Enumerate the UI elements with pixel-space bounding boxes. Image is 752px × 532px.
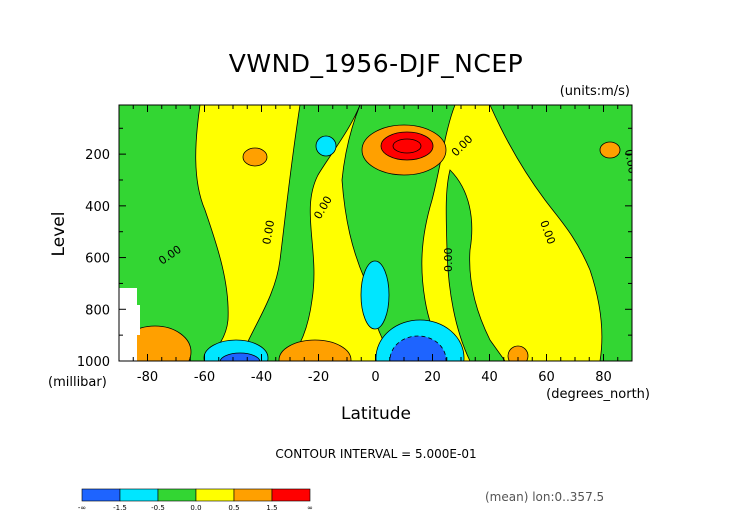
y-unit-note: (millibar) [48, 375, 107, 390]
y-tick-label: 1000 [77, 355, 110, 370]
contour-interval-note: CONTOUR INTERVAL = 5.000E-01 [275, 447, 476, 461]
field-cyan-mid [360, 260, 390, 330]
footer-note: (mean) lon:0..357.5 [485, 490, 604, 504]
x-tick-label: -80 [137, 370, 158, 385]
y-axis: 200 400 600 800 1000 [77, 127, 632, 370]
contour-label: 0.00 [442, 248, 455, 273]
colorbar-label: -1.5 [113, 504, 127, 512]
colorbar-swatch [119, 488, 159, 502]
field-green-north [489, 105, 632, 361]
colorbar-swatch [195, 488, 235, 502]
x-tick-label: -60 [194, 370, 215, 385]
missing-data-patch-2 [132, 305, 140, 335]
colorbar-swatch [271, 488, 311, 502]
colorbar-label: ∞ [307, 504, 313, 512]
x-axis: -80 -60 -40 -20 0 20 40 60 80 [118, 105, 633, 385]
colorbar-swatch [81, 488, 121, 502]
x-axis-label: Latitude [341, 404, 411, 424]
contour-label: 0.00 [260, 219, 277, 245]
field-orange-surface-mid [278, 339, 352, 361]
colorbar-swatch [157, 488, 197, 502]
colorbar-label: 0.0 [190, 504, 201, 512]
colorbar-label: 1.5 [266, 504, 277, 512]
colorbar-swatch [233, 488, 273, 502]
field-red-jet-inner [392, 138, 422, 154]
field-green-ne-strip [445, 169, 506, 361]
y-axis-label: Level [49, 212, 69, 257]
field-orange-surface-ne [507, 345, 529, 361]
y-tick-label: 800 [85, 303, 110, 318]
colorbar: -∞ -1.5 -0.5 0.0 0.5 1.5 ∞ [78, 488, 313, 512]
x-tick-label: -20 [308, 370, 329, 385]
y-tick-label: 600 [85, 252, 110, 267]
colorbar-label: -0.5 [151, 504, 165, 512]
field-orange-upper-small [242, 147, 268, 167]
colorbar-label: -∞ [78, 504, 86, 512]
x-tick-label: 20 [424, 370, 441, 385]
field-blue-eq-surface [389, 335, 447, 361]
y-tick-label: 400 [85, 200, 110, 215]
field-orange-upper-right [599, 141, 621, 159]
x-tick-label: 80 [595, 370, 612, 385]
x-unit-note: (degrees_north) [546, 387, 650, 402]
field-blue-south-surface [219, 352, 261, 361]
x-tick-label: 60 [538, 370, 555, 385]
x-tick-label: 0 [371, 370, 379, 385]
units-note: (units:m/s) [560, 84, 630, 99]
chart-title: VWND_1956-DJF_NCEP [229, 49, 523, 78]
y-tick-label: 200 [85, 148, 110, 163]
x-tick-label: 40 [481, 370, 498, 385]
field-red-jet [380, 131, 434, 161]
plot-area: 0.00 0.00 0.00 0.00 0.00 0.00 0.00 [119, 105, 639, 361]
colorbar-label: 0.5 [228, 504, 239, 512]
x-tick-label: -40 [251, 370, 272, 385]
field-cyan-upper [315, 135, 337, 157]
contour-label: 0.00 [622, 148, 639, 174]
